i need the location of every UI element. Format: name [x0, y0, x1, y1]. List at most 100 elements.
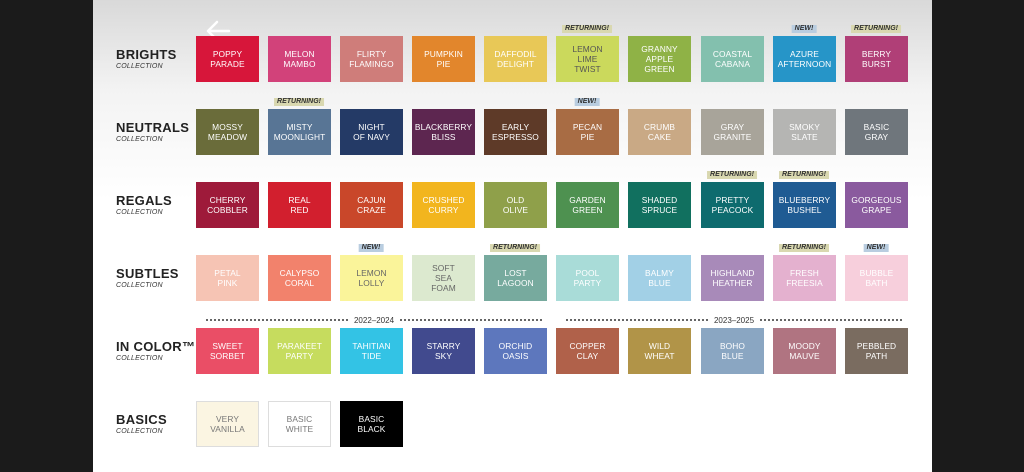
swatch-label: GARDEN GREEN	[569, 195, 606, 215]
swatch-label: PARAKEET PARTY	[277, 341, 322, 361]
color-swatch[interactable]: EARLY ESPRESSO	[484, 109, 547, 155]
collection-label: NEUTRALS COLLECTION	[116, 120, 189, 143]
swatch-label: MOODY MAUVE	[788, 341, 821, 361]
collection-name: SUBTLES	[116, 266, 179, 281]
color-swatch[interactable]: LOST LAGOON	[484, 255, 547, 301]
swatch-label: GRAY GRANITE	[713, 122, 752, 142]
color-swatch[interactable]: FLIRTY FLAMINGO	[340, 36, 403, 82]
swatch-label: VERY VANILLA	[210, 414, 245, 434]
color-swatch[interactable]: STARRY SKY	[412, 328, 475, 374]
color-swatch[interactable]: BALMY BLUE	[628, 255, 691, 301]
color-swatch[interactable]: LEMON LIME TWIST	[556, 36, 619, 82]
color-swatch[interactable]: MOSSY MEADOW	[196, 109, 259, 155]
collection-name: IN COLOR™	[116, 339, 196, 354]
color-swatch[interactable]: PETAL PINK	[196, 255, 259, 301]
era-divider-1: 2022–2024	[206, 314, 543, 326]
swatch-label: BLUEBERRY BUSHEL	[778, 195, 831, 215]
swatch-label: GRANNY APPLE GREEN	[641, 44, 678, 74]
status-badge: RETURNING!	[779, 171, 829, 179]
swatch-label: BOHO BLUE	[719, 341, 746, 361]
collection-sublabel: COLLECTION	[116, 136, 163, 143]
color-swatch[interactable]: TAHITIAN TIDE	[340, 328, 403, 374]
color-swatch[interactable]: GRAY GRANITE	[701, 109, 764, 155]
color-swatch[interactable]: CRUMB CAKE	[628, 109, 691, 155]
status-badge: NEW!	[863, 244, 889, 252]
color-swatch[interactable]: BERRY BURST	[845, 36, 908, 82]
color-swatch[interactable]: BLUEBERRY BUSHEL	[773, 182, 836, 228]
swatch-label: EARLY ESPRESSO	[492, 122, 539, 142]
swatch-label: DAFFODIL DELIGHT	[494, 49, 537, 69]
color-swatch[interactable]: OLD OLIVE	[484, 182, 547, 228]
swatch-label: MELON MAMBO	[283, 49, 316, 69]
color-swatch[interactable]: SWEET SORBET	[196, 328, 259, 374]
status-badge: RETURNING!	[779, 244, 829, 252]
color-swatch[interactable]: BASIC BLACK	[340, 401, 403, 447]
status-badge: NEW!	[791, 25, 817, 33]
collection-label: BRIGHTS COLLECTION	[116, 47, 177, 70]
color-swatch[interactable]: COASTAL CABANA	[701, 36, 764, 82]
swatch-label: CHERRY COBBLER	[207, 195, 248, 215]
color-swatch[interactable]: SMOKY SLATE	[773, 109, 836, 155]
color-swatch[interactable]: PECAN PIE	[556, 109, 619, 155]
color-swatch[interactable]: AZURE AFTERNOON	[773, 36, 836, 82]
color-swatch[interactable]: LEMON LOLLY	[340, 255, 403, 301]
color-swatch[interactable]: POOL PARTY	[556, 255, 619, 301]
color-swatch[interactable]: HIGHLAND HEATHER	[701, 255, 764, 301]
swatch-label: FLIRTY FLAMINGO	[349, 49, 394, 69]
status-badge: RETURNING!	[274, 98, 324, 106]
swatch-label: LEMON LIME TWIST	[572, 44, 603, 74]
color-swatch[interactable]: BOHO BLUE	[701, 328, 764, 374]
collection-name: REGALS	[116, 193, 172, 208]
collection-label: SUBTLES COLLECTION	[116, 266, 179, 289]
swatch-label: FRESH FREESIA	[786, 268, 823, 288]
era-label: 2023–2025	[713, 315, 755, 325]
color-swatch[interactable]: GARDEN GREEN	[556, 182, 619, 228]
swatch-label: OLD OLIVE	[502, 195, 529, 215]
status-badge: RETURNING!	[707, 171, 757, 179]
swatch-label: PRETTY PEACOCK	[711, 195, 754, 215]
color-swatch[interactable]: CALYPSO CORAL	[268, 255, 331, 301]
color-swatch[interactable]: BLACKBERRY BLISS	[412, 109, 475, 155]
color-swatch[interactable]: NIGHT OF NAVY	[340, 109, 403, 155]
color-swatch[interactable]: SOFT SEA FOAM	[412, 255, 475, 301]
swatch-label: BASIC GRAY	[863, 122, 890, 142]
swatch-label: SMOKY SLATE	[789, 122, 820, 142]
swatch-label: WILD WHEAT	[644, 341, 675, 361]
collection-name: NEUTRALS	[116, 120, 190, 135]
swatch-label: CAJUN CRAZE	[357, 195, 386, 215]
color-swatch[interactable]: ORCHID OASIS	[484, 328, 547, 374]
swatch-label: COPPER CLAY	[569, 341, 606, 361]
color-swatch[interactable]: BUBBLE BATH	[845, 255, 908, 301]
status-badge: NEW!	[358, 244, 384, 252]
color-swatch[interactable]: MELON MAMBO	[268, 36, 331, 82]
color-swatch[interactable]: REAL RED	[268, 182, 331, 228]
color-swatch[interactable]: DAFFODIL DELIGHT	[484, 36, 547, 82]
color-swatch[interactable]: CAJUN CRAZE	[340, 182, 403, 228]
color-swatch[interactable]: VERY VANILLA	[196, 401, 259, 447]
color-swatch[interactable]: FRESH FREESIA	[773, 255, 836, 301]
color-swatch[interactable]: BASIC WHITE	[268, 401, 331, 447]
swatch-label: BLACKBERRY BLISS	[414, 122, 473, 142]
collection-sublabel: COLLECTION	[116, 282, 163, 289]
color-swatch[interactable]: CHERRY COBBLER	[196, 182, 259, 228]
swatch-label: STARRY SKY	[426, 341, 461, 361]
color-swatch[interactable]: PARAKEET PARTY	[268, 328, 331, 374]
color-swatch[interactable]: PUMPKIN PIE	[412, 36, 475, 82]
color-swatch[interactable]: MISTY MOONLIGHT	[268, 109, 331, 155]
color-swatch[interactable]: WILD WHEAT	[628, 328, 691, 374]
swatch-label: PECAN PIE	[572, 122, 603, 142]
color-swatch[interactable]: GORGEOUS GRAPE	[845, 182, 908, 228]
color-swatch[interactable]: BASIC GRAY	[845, 109, 908, 155]
color-swatch[interactable]: SHADED SPRUCE	[628, 182, 691, 228]
color-swatch[interactable]: GRANNY APPLE GREEN	[628, 36, 691, 82]
color-swatch[interactable]: COPPER CLAY	[556, 328, 619, 374]
color-swatch[interactable]: PRETTY PEACOCK	[701, 182, 764, 228]
collection-sublabel: COLLECTION	[116, 428, 163, 435]
status-badge: RETURNING!	[562, 25, 612, 33]
swatch-label: PUMPKIN PIE	[424, 49, 463, 69]
color-swatch[interactable]: PEBBLED PATH	[845, 328, 908, 374]
swatch-label: POPPY PARADE	[210, 49, 245, 69]
color-swatch[interactable]: MOODY MAUVE	[773, 328, 836, 374]
color-swatch[interactable]: CRUSHED CURRY	[412, 182, 475, 228]
color-swatch[interactable]: POPPY PARADE	[196, 36, 259, 82]
